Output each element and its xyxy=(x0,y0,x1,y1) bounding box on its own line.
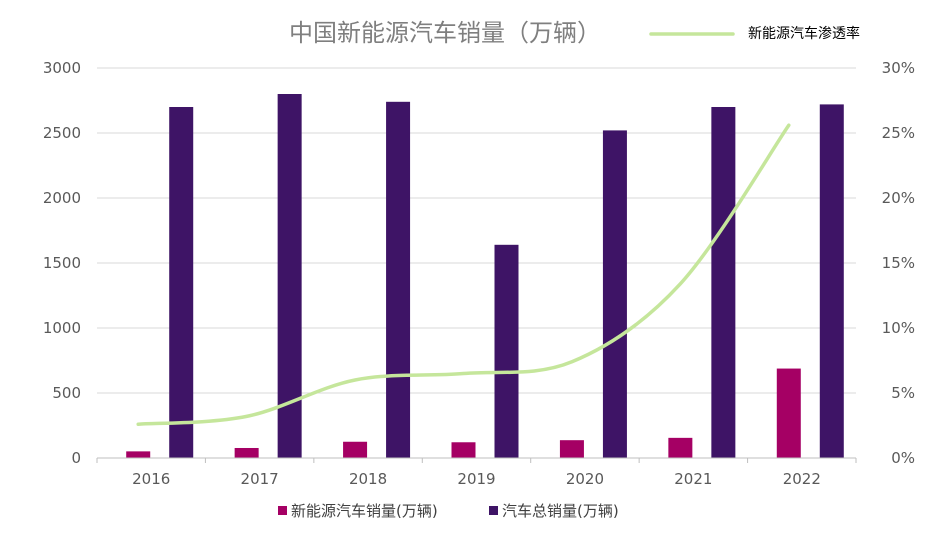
y-right-tick-label: 15% xyxy=(882,254,915,272)
y-left-tick-label: 1000 xyxy=(43,319,81,337)
gridlines xyxy=(97,67,856,394)
bar-ev-sales xyxy=(234,447,259,458)
legend-swatch-total-sales xyxy=(489,506,498,515)
y-right-tick-label: 5% xyxy=(891,384,915,402)
legend-label-ev-sales: 新能源汽车销量(万辆) xyxy=(291,502,438,520)
legend-line-label: 新能源汽车渗透率 xyxy=(748,25,860,42)
y-right-tick-label: 30% xyxy=(882,59,915,77)
legend-label-total-sales: 汽车总销量(万辆) xyxy=(502,502,619,520)
bar-total-sales xyxy=(711,107,736,458)
x-tick-label: 2017 xyxy=(241,470,279,488)
y-left-tick-label: 2000 xyxy=(43,189,81,207)
legend-line: 新能源汽车渗透率 xyxy=(649,25,860,42)
y-left-tick-label: 1500 xyxy=(43,254,81,272)
bar-ev-sales xyxy=(776,368,801,458)
y-right-tick-label: 20% xyxy=(882,189,915,207)
bar-total-sales xyxy=(386,101,411,459)
y-left-tick-label: 3000 xyxy=(43,59,81,77)
bar-total-sales xyxy=(494,244,519,458)
bar-total-sales xyxy=(169,107,194,458)
legend-swatch-ev-sales xyxy=(278,506,287,515)
bar-total-sales xyxy=(602,130,627,458)
x-tick-label: 2022 xyxy=(783,470,821,488)
bar-total-sales xyxy=(819,104,844,459)
bars xyxy=(126,94,844,459)
bar-ev-sales xyxy=(451,442,476,458)
y-left-tick-label: 2500 xyxy=(43,124,81,142)
y-right-tick-label: 0% xyxy=(891,449,915,467)
x-tick-label: 2020 xyxy=(566,470,604,488)
y-left-tick-label: 0 xyxy=(71,449,81,467)
chart-title: 中国新能源汽车销量（万辆） xyxy=(289,19,601,47)
bar-ev-sales xyxy=(668,437,693,458)
line-ev-penetration xyxy=(136,123,791,426)
y-right-tick-label: 10% xyxy=(882,319,915,337)
line-series xyxy=(136,123,791,426)
bar-ev-sales xyxy=(126,451,151,458)
axes: 0 500 1000 1500 2000 2500 3000 0% 5% 10% 15% 20% 25%… xyxy=(43,59,915,488)
x-tick-label: 2016 xyxy=(132,470,170,488)
y-left-tick-label: 500 xyxy=(52,384,81,402)
legend-bars: 新能源汽车销量(万辆) 汽车总销量(万辆) xyxy=(278,502,619,520)
bar-ev-sales xyxy=(559,440,584,458)
x-tick-label: 2021 xyxy=(674,470,712,488)
y-right-tick-label: 25% xyxy=(882,124,915,142)
bar-ev-sales xyxy=(343,441,368,458)
bar-total-sales xyxy=(277,94,302,458)
x-tick-label: 2019 xyxy=(457,470,495,488)
x-tick-label: 2018 xyxy=(349,470,387,488)
